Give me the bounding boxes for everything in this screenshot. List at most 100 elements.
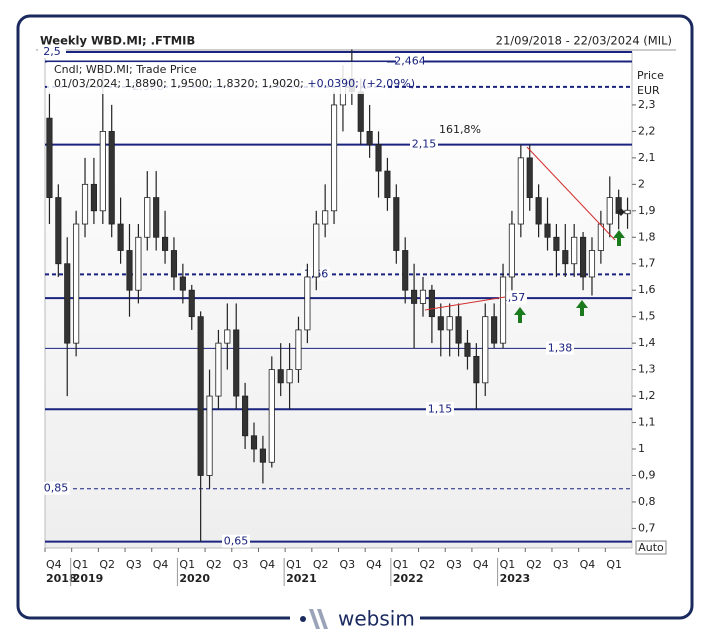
candle-body [571, 236, 578, 265]
x-tick-label: Q4 [259, 558, 275, 571]
candle-body [304, 276, 311, 331]
x-tick-label: Q2 [99, 558, 115, 571]
candle-body [580, 236, 587, 278]
year-label: 2020 [179, 572, 210, 585]
candle-body [215, 342, 222, 397]
x-tick-label: Q2 [526, 558, 542, 571]
candle-body [206, 395, 213, 476]
candle-body [295, 329, 302, 371]
last-bar: 01/03/2024; 1,8890; 1,9500; 1,8320; 1,90… [54, 77, 415, 90]
x-tick-label: Q2 [313, 558, 329, 571]
chart-title: Weekly WBD.MI; .FTMIB [40, 34, 195, 48]
level-label: 2,15 [412, 138, 437, 151]
trendline [526, 146, 616, 241]
x-tick-label: Q3 [340, 558, 356, 571]
candle-body [242, 395, 249, 437]
x-tick-label: Q1 [393, 558, 409, 571]
level-label: 1,57 [501, 291, 526, 304]
logo-dot [300, 616, 306, 622]
candle-body [161, 236, 169, 251]
x-tick-label: Q4 [153, 558, 169, 571]
candle-body [428, 289, 435, 318]
candle-body [64, 263, 71, 344]
candle-body [526, 157, 533, 198]
y-tick-label: 1,2 [638, 389, 656, 402]
last-bar-change: +0,0390; (+2,09%) [307, 77, 415, 90]
x-tick-label: Q3 [233, 558, 249, 571]
year-label: 2022 [393, 572, 424, 585]
candle-body [482, 316, 489, 384]
legend-box [47, 62, 387, 94]
y-tick-label: 1,3 [638, 363, 656, 376]
x-tick-label: Q2 [206, 558, 222, 571]
candle-body [224, 329, 231, 344]
candle-body [108, 131, 115, 225]
level-label: 1,15 [428, 402, 453, 415]
x-tick-label: Q3 [553, 558, 569, 571]
candle-body [179, 276, 186, 291]
y-tick-label: 0,8 [638, 495, 656, 508]
candle-body [170, 250, 178, 278]
fib-label: 161,8% [439, 123, 481, 136]
level-label: 2,5 [43, 45, 61, 58]
candle-body [402, 250, 409, 291]
x-tick-label: Q3 [126, 558, 142, 571]
y-axis-unit: EUR [637, 84, 660, 97]
last-bar-ohlc: 01/03/2024; 1,8890; 1,9500; 1,8320; 1,90… [54, 77, 304, 90]
candle-body [153, 197, 160, 238]
scale-mode-button[interactable] [635, 540, 667, 555]
candle-body [553, 236, 560, 251]
candle-body [544, 223, 551, 238]
x-tick-label: Q3 [446, 558, 462, 571]
level-label-bg [222, 534, 250, 548]
x-tick-label: Q2 [420, 558, 436, 571]
annotations: 161,8% [424, 123, 625, 323]
legend-entry: Cndl; WBD.MI; Trade Price [54, 63, 197, 76]
candle-body [73, 223, 80, 344]
candle-body [517, 157, 524, 225]
candle-body [419, 289, 427, 304]
arrow-up [576, 300, 588, 316]
y-tick-label: 1,7 [638, 257, 656, 270]
candle-body [562, 250, 569, 265]
y-tick-label: 1,4 [638, 336, 656, 349]
level-label-bg [396, 54, 424, 68]
candle-body [268, 369, 275, 463]
candle-body [473, 355, 480, 384]
year-label: 2021 [286, 572, 317, 585]
year-label: 2023 [500, 572, 531, 585]
candle-body [197, 316, 204, 476]
y-tick-label: 1,6 [638, 283, 656, 296]
candle-body [144, 197, 151, 238]
scale-mode[interactable]: Auto [638, 541, 664, 554]
candle-body [55, 197, 62, 265]
last-price-marker [617, 208, 625, 216]
candle-body [135, 236, 142, 291]
levels: 2,52,4642,3682,151,661,571,381,150,850,6… [38, 45, 632, 548]
candle-body [588, 250, 596, 278]
y-tick-label: 2,2 [638, 124, 656, 137]
candle-body [259, 448, 266, 463]
candle-body [277, 369, 284, 384]
level-label: 2,464 [394, 55, 426, 68]
candle-body [384, 170, 391, 198]
candle-body [375, 144, 382, 172]
year-label: 2019 [73, 572, 104, 585]
y-tick-label: 1 [638, 442, 645, 455]
level-label-bg [42, 481, 70, 495]
candle-body [499, 276, 507, 344]
candle-body [508, 223, 516, 278]
level-label-bg [410, 137, 438, 151]
y-tick-label: 1,5 [638, 310, 656, 323]
y-tick-label: 1,8 [638, 230, 656, 243]
candle-body [357, 91, 364, 132]
candle-body [606, 197, 613, 225]
arrow-up [613, 230, 625, 246]
level-label-bg [546, 341, 574, 355]
x-tick-label: Q4 [46, 558, 62, 571]
x-tick-label: Q4 [473, 558, 489, 571]
x-tick-label: Q4 [366, 558, 382, 571]
candle-body [250, 435, 258, 450]
candle-body [233, 329, 240, 397]
